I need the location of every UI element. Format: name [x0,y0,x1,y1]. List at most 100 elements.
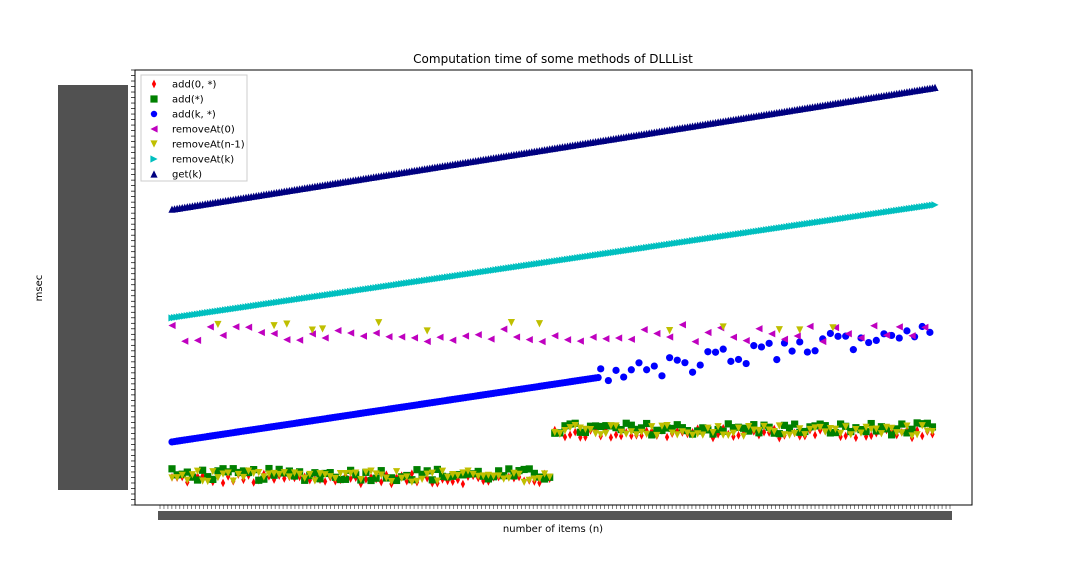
data-point [362,468,370,476]
data-point [224,469,232,477]
data-point [255,469,263,477]
data-point [168,321,176,330]
data-point [454,471,462,480]
data-point [734,355,743,364]
data-point [742,337,750,345]
data-point [423,337,431,346]
data-points [168,83,939,489]
data-point [474,331,482,339]
data-point [219,470,227,478]
data-point [382,474,390,482]
data-point [882,423,891,431]
data-point [280,469,288,477]
data-point [640,326,648,334]
data-point [614,334,623,342]
data-point [239,473,248,482]
data-point [535,320,544,328]
data-point [244,323,253,331]
data-point [352,469,360,477]
data-point [586,425,595,434]
data-point [664,432,670,442]
data-point [849,346,857,354]
legend-label: removeAt(k) [172,155,234,166]
x-tick-label-overlap [158,511,952,520]
data-point [283,320,291,328]
legend-marker [150,95,158,103]
data-point [318,325,327,333]
data-point [285,473,293,481]
data-point [893,429,901,437]
data-point [696,361,704,369]
data-point [736,431,741,440]
data-point [347,469,355,478]
data-point [367,467,375,475]
data-point [811,347,819,355]
data-point [428,469,436,477]
data-point [556,430,564,438]
data-point [714,423,722,431]
data-point [301,474,309,482]
data-point [853,433,859,443]
data-point [607,422,615,430]
data-point [372,329,380,337]
data-point [409,469,415,479]
data-point [908,332,916,340]
data-point [433,477,441,485]
data-point [666,354,674,362]
x-axis-label: number of items (n) [503,524,603,535]
data-point [750,421,758,429]
data-point [204,477,212,486]
data-point [505,465,513,473]
data-point [183,476,191,484]
data-point [500,475,508,483]
data-point [770,427,778,436]
data-point [540,470,549,478]
data-point [436,333,444,341]
series-removeat-k- [168,201,939,322]
data-point [398,474,406,482]
plot-frame [134,69,973,506]
chart-title: Computation time of some methods of DLLL… [413,52,693,66]
data-point [316,470,324,478]
data-point [484,471,493,479]
data-point [450,477,455,486]
legend-label: removeAt(0) [172,125,235,136]
data-point [449,471,457,479]
data-point [413,477,421,485]
data-point [903,327,911,335]
data-point [375,319,383,327]
data-point [357,476,365,484]
data-point [425,473,430,483]
data-point [920,431,925,441]
data-point [379,477,384,487]
data-point [387,477,396,486]
data-point [793,332,801,340]
data-point [918,422,926,430]
y-axis-label: msec [34,275,45,302]
data-point [663,422,671,430]
data-point [788,347,796,355]
data-point [341,475,350,483]
data-point [336,469,345,478]
data-point [168,465,176,473]
data-point [857,429,865,437]
data-point [709,428,717,437]
data-point [372,474,380,482]
data-point [632,431,641,439]
data-point [168,474,176,482]
data-point [193,336,202,344]
data-point [563,336,572,344]
data-point [295,336,304,344]
data-point [515,470,523,478]
data-point [410,334,419,342]
data-point [209,475,217,483]
data-point [699,431,707,439]
data-point [688,431,697,439]
data-point [704,424,712,432]
data-point [334,326,342,335]
data-point [438,467,447,475]
data-point [464,467,472,475]
data-point [796,326,804,334]
data-point [193,467,202,475]
